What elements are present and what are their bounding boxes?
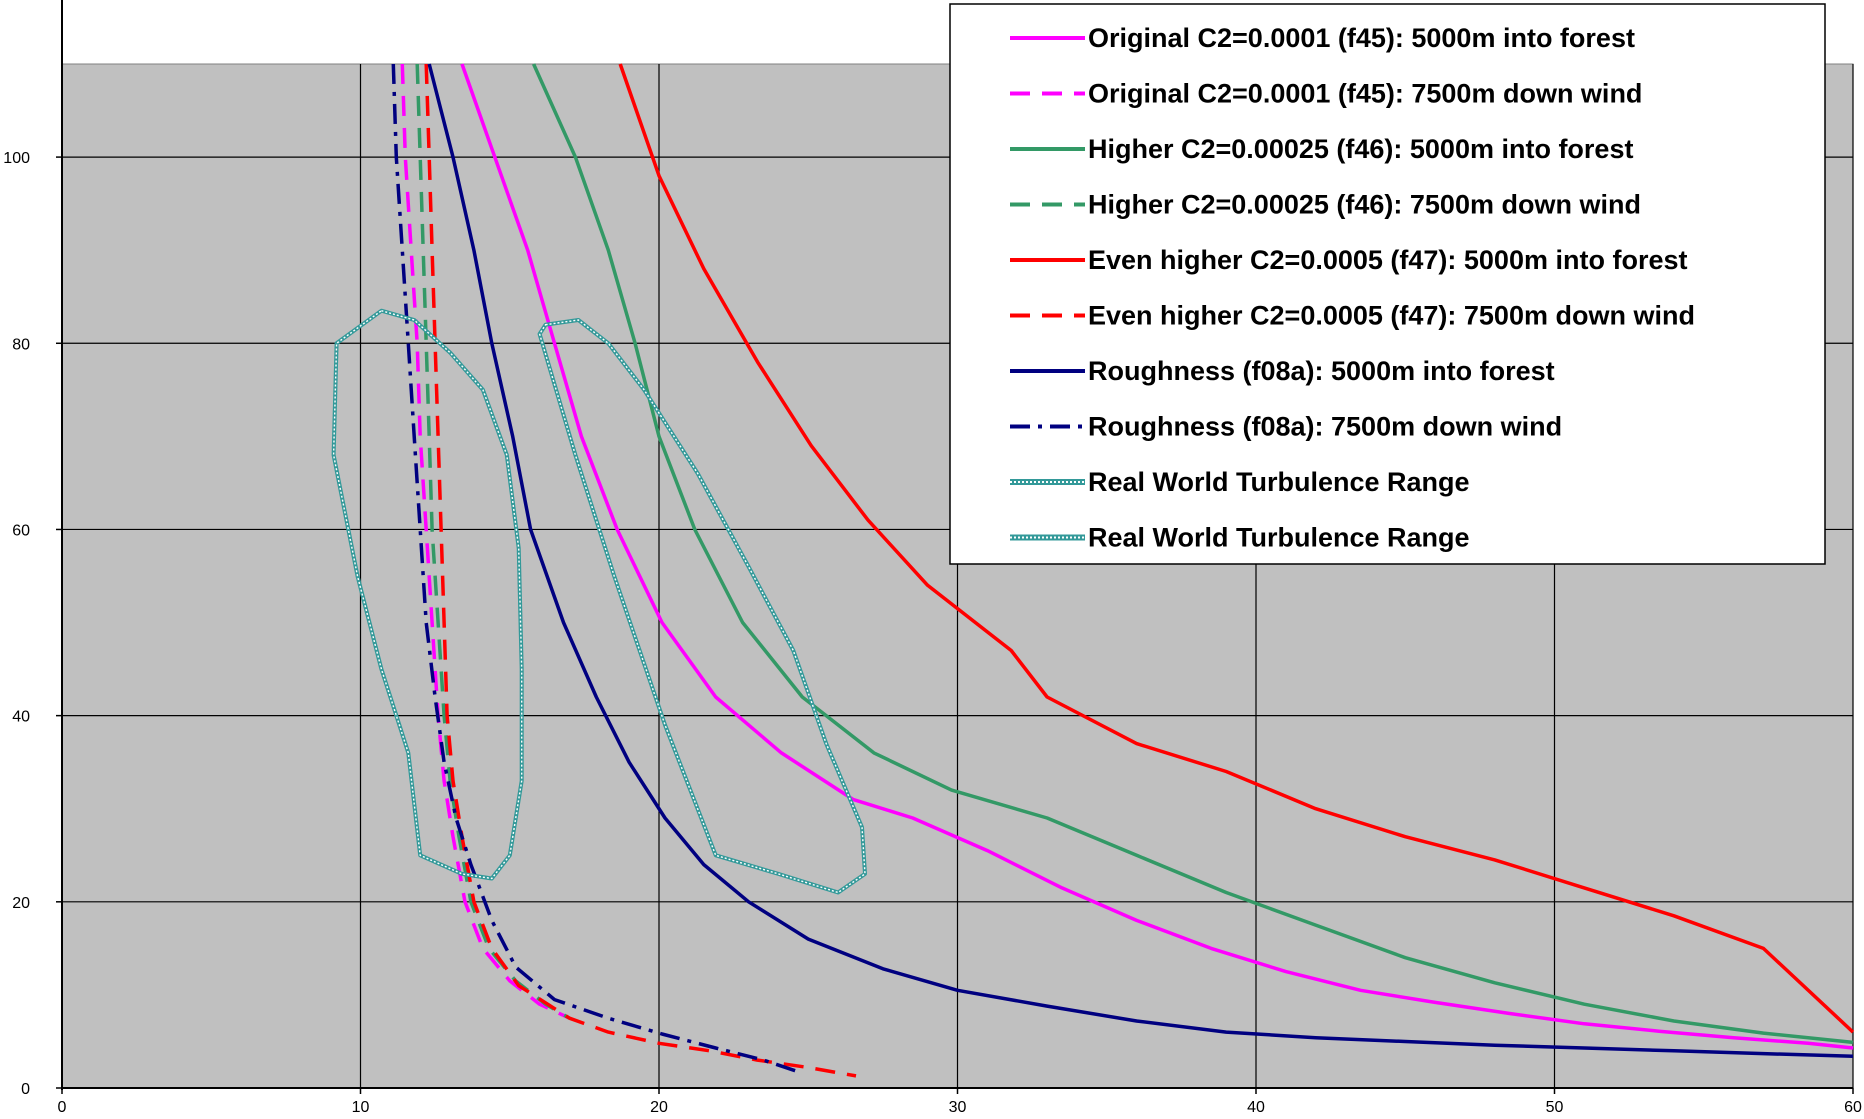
legend-item: Original C2=0.0001 (f45): 5000m into for…	[1010, 23, 1635, 53]
legend-item: Original C2=0.0001 (f45): 7500m down win…	[1010, 79, 1642, 109]
series-7	[427, 63, 1854, 1059]
legend-item: Even higher C2=0.0005 (f47): 7500m down …	[1010, 301, 1695, 331]
legend-label: Real World Turbulence Range	[1088, 467, 1470, 497]
x-tick-label: 60	[1844, 1099, 1862, 1116]
legend-item: Real World Turbulence Range	[1010, 523, 1470, 553]
x-tick-label: 10	[352, 1099, 370, 1116]
series-line	[391, 63, 803, 1075]
series-line	[460, 63, 1854, 1050]
legend-label: Original C2=0.0001 (f45): 7500m down win…	[1088, 79, 1642, 109]
x-tick-label: 20	[650, 1099, 668, 1116]
legend-item: Real World Turbulence Range	[1010, 467, 1470, 497]
legend-box	[949, 3, 1826, 565]
legend-item: Higher C2=0.00025 (f46): 7500m down wind	[1010, 190, 1641, 220]
axes: 0 10 20 30 40 50 60 0 20 40 60 80 100	[3, 0, 1862, 1116]
series-line	[427, 63, 1854, 1059]
series-10	[537, 318, 867, 895]
series-line	[415, 63, 571, 1020]
series-layer	[331, 63, 1855, 1078]
x-tick-label: 40	[1247, 1099, 1265, 1116]
y-tick-label: 40	[12, 709, 30, 726]
legend-label: Higher C2=0.00025 (f46): 5000m into fore…	[1088, 134, 1633, 164]
x-tick-label: 50	[1546, 1099, 1564, 1116]
series-line	[532, 63, 1854, 1045]
legend-label: Original C2=0.0001 (f45): 5000m into for…	[1088, 23, 1635, 53]
legend: Original C2=0.0001 (f45): 5000m into for…	[949, 3, 1826, 565]
x-tick-label: 0	[58, 1099, 67, 1116]
legend-label: Real World Turbulence Range	[1088, 523, 1470, 553]
series-line	[424, 63, 857, 1078]
series-4	[415, 63, 571, 1020]
series-line-pattern	[538, 319, 866, 894]
legend-item: Roughness (f08a): 7500m down wind	[1010, 412, 1562, 442]
legend-item: Even higher C2=0.0005 (f47): 5000m into …	[1010, 245, 1687, 275]
legend-item: Higher C2=0.00025 (f46): 5000m into fore…	[1010, 134, 1633, 164]
legend-item: Roughness (f08a): 5000m into forest	[1010, 356, 1555, 386]
y-tick-label: 80	[12, 336, 30, 353]
series-9	[331, 308, 524, 881]
series-5	[618, 63, 1855, 1034]
series-6	[424, 63, 857, 1078]
y-tick-label: 60	[12, 522, 30, 539]
legend-label: Roughness (f08a): 7500m down wind	[1088, 412, 1562, 442]
legend-label: Even higher C2=0.0005 (f47): 7500m down …	[1088, 301, 1695, 331]
series-8	[391, 63, 803, 1075]
y-tick-label: 0	[21, 1081, 30, 1098]
series-3	[532, 63, 1854, 1045]
series-1	[460, 63, 1854, 1050]
legend-label: Even higher C2=0.0005 (f47): 5000m into …	[1088, 245, 1687, 275]
legend-label: Higher C2=0.00025 (f46): 7500m down wind	[1088, 190, 1641, 220]
y-tick-label: 100	[3, 150, 30, 167]
series-line	[618, 63, 1855, 1034]
legend-label: Roughness (f08a): 5000m into forest	[1088, 356, 1555, 386]
y-tick-label: 20	[12, 895, 30, 912]
x-tick-label: 30	[949, 1099, 967, 1116]
series-line-pattern	[332, 309, 523, 880]
